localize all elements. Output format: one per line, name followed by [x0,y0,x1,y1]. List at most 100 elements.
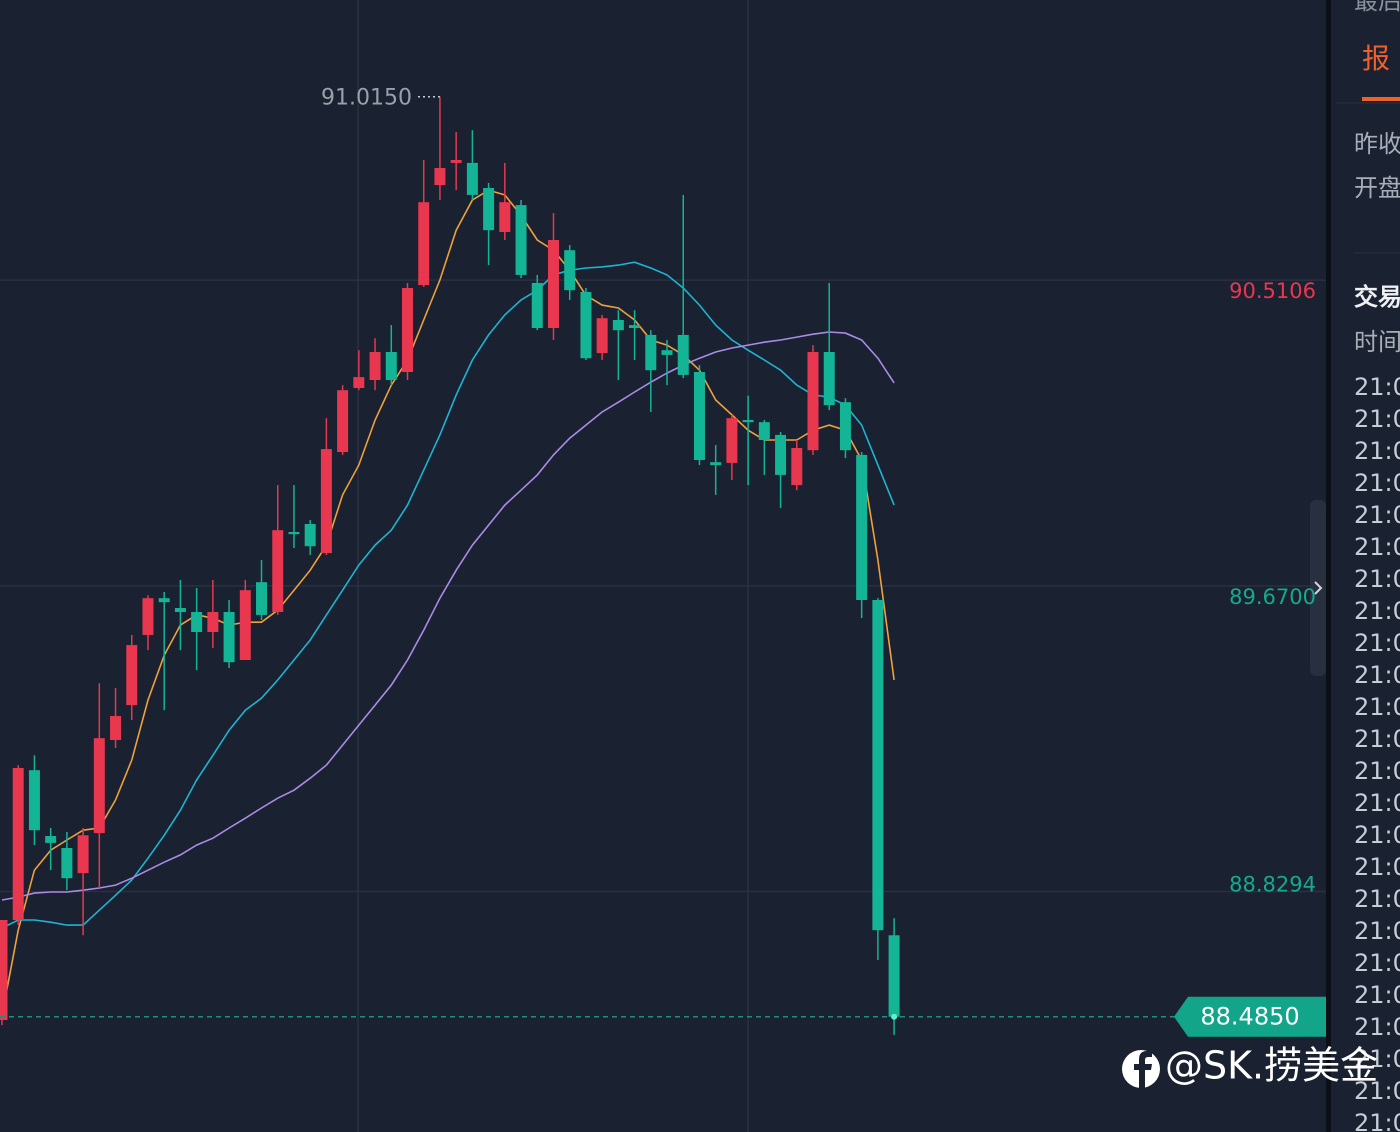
time-row: 21:0 [1354,629,1400,657]
candle-body [450,160,462,163]
candle [142,595,154,651]
candle [580,288,592,360]
candle [515,200,527,279]
candle-body [304,524,316,547]
time-row: 21:0 [1354,1109,1400,1132]
candle [337,385,349,455]
time-row: 21:0 [1354,533,1400,561]
candle-body [288,532,300,535]
candle-body [612,320,624,331]
candle-body [320,449,332,554]
time-row: 21:0 [1354,597,1400,625]
candle-body [174,608,186,612]
candle-body [839,402,851,451]
candle [791,440,803,491]
candle-body [807,352,819,451]
candle-body [45,836,57,843]
time-row: 21:0 [1354,565,1400,593]
panel-header: 最后 [1354,0,1400,15]
scroll-handle[interactable] [1310,500,1326,676]
watermark: @SK.捞美金 [1122,1044,1378,1088]
candle-body [888,935,900,1017]
candle [45,828,57,871]
candle-body [12,768,24,920]
candle-body [483,188,495,231]
time-row: 21:0 [1354,469,1400,497]
candle [369,338,381,391]
candle [564,245,576,300]
candle-body [61,848,73,879]
candle-body [385,352,397,380]
candle-body [191,612,203,632]
y-tick-label: 90.5106 [1229,279,1316,303]
time-row: 21:0 [1354,853,1400,881]
time-row: 21:0 [1354,1013,1400,1041]
candle [693,365,705,466]
candle-body [758,422,770,440]
candle-body [0,920,8,1020]
candle-body [223,612,235,663]
time-row: 21:0 [1354,885,1400,913]
last-price-label: 88.4850 [1200,1003,1299,1031]
section-title: 交易 [1354,283,1400,311]
time-row: 21:0 [1354,693,1400,721]
candle-body [28,770,40,831]
time-row: 21:0 [1354,501,1400,529]
candle-body [418,202,430,286]
time-row: 21:0 [1354,981,1400,1009]
time-row: 21:0 [1354,949,1400,977]
time-row: 21:0 [1354,661,1400,689]
candle [483,182,495,266]
field-label: 开盘 [1354,174,1400,202]
candle [629,310,641,360]
time-row: 21:0 [1354,917,1400,945]
candle [872,598,884,960]
tab-underline [1362,97,1400,101]
candle [207,580,219,648]
candle-body [645,334,657,371]
candle [418,160,430,287]
candle-body [531,282,543,328]
last-price-dot [891,1013,898,1020]
candle [547,213,559,340]
candle [726,414,738,480]
expand-chevron[interactable] [1314,581,1323,595]
candle [402,282,413,380]
candle [839,398,851,459]
time-row: 21:0 [1354,437,1400,465]
candle-body [710,462,722,466]
candle-body [158,598,170,603]
side-panel: 最后 报 昨收 开盘 交易 时间 21:021:021:021:021:021:… [1336,0,1400,1132]
time-row: 21:0 [1354,757,1400,785]
candle-body [580,292,592,359]
field-label: 昨收 [1354,130,1400,158]
candle [126,634,138,720]
candle [710,445,722,495]
candle-body [872,600,884,931]
candle [807,345,819,455]
candle [288,485,300,548]
candle [823,282,835,411]
ma-line [1,261,895,929]
candle-body [726,418,738,463]
time-row: 21:0 [1354,725,1400,753]
panel-divider [1326,0,1331,1132]
time-row: 21:0 [1354,1077,1400,1105]
ma-line [1,189,895,1016]
candle [450,132,462,191]
time-row: 21:0 [1354,1045,1400,1073]
candle [466,130,478,200]
candle [661,340,673,386]
panel-tab[interactable]: 报 [1362,42,1390,75]
candle-body [596,318,608,354]
candle [61,832,73,891]
candle [434,96,446,200]
candle-body [77,835,89,874]
candle [353,350,365,391]
candle [12,765,24,926]
candle-body [499,202,511,232]
candle [256,560,268,620]
candle-body [791,448,803,486]
last-price-box [1174,996,1326,1037]
